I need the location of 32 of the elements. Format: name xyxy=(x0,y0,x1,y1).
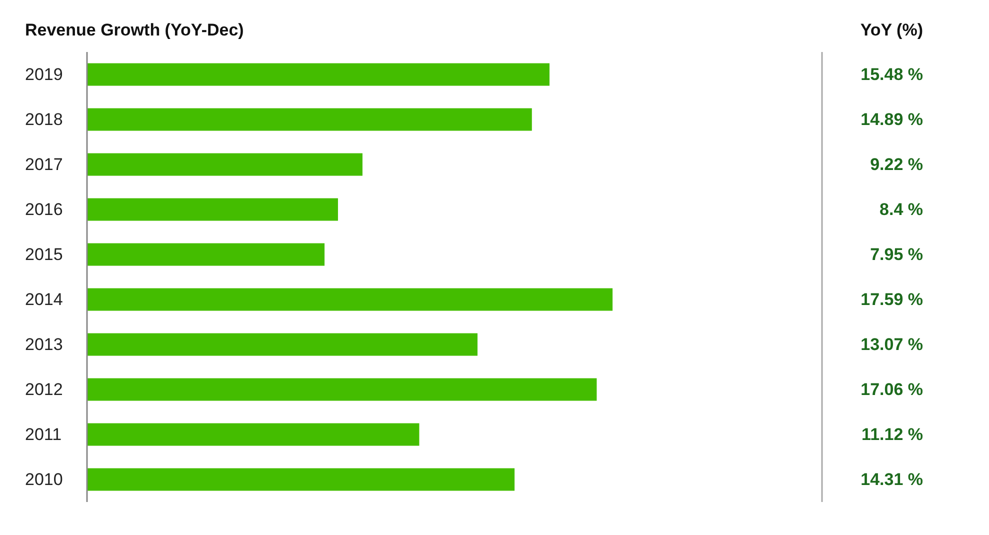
data-label: 13.07 % xyxy=(860,335,923,354)
bar xyxy=(87,333,478,356)
bar xyxy=(87,423,420,446)
y-tick-label: 2015 xyxy=(25,245,63,264)
data-label: 11.12 % xyxy=(862,425,923,444)
data-label: 17.06 % xyxy=(860,380,923,399)
bar xyxy=(87,378,597,401)
y-tick-label: 2012 xyxy=(25,380,63,399)
y-tick-label: 2013 xyxy=(25,335,63,354)
y-tick-label: 2010 xyxy=(25,470,63,489)
bar xyxy=(87,198,338,221)
data-label: 14.31 % xyxy=(860,470,923,489)
y-tick-label: 2016 xyxy=(25,200,63,219)
y-tick-label: 2011 xyxy=(25,425,62,444)
data-label: 8.4 % xyxy=(880,200,923,219)
data-label: 14.89 % xyxy=(860,110,923,129)
data-label: 7.95 % xyxy=(870,245,923,264)
bar xyxy=(87,153,362,176)
data-label: 9.22 % xyxy=(870,155,923,174)
chart-title: Revenue Growth (YoY-Dec) xyxy=(25,20,244,40)
y-tick-label: 2017 xyxy=(25,155,63,174)
bar xyxy=(87,288,613,311)
bar xyxy=(87,63,550,86)
data-label: 15.48 % xyxy=(860,65,923,84)
text: YoY (%) xyxy=(860,20,923,40)
y-tick-label: 2018 xyxy=(25,110,63,129)
bar xyxy=(87,468,515,491)
data-label: 17.59 % xyxy=(860,290,923,309)
y-tick-label: 2014 xyxy=(25,290,63,309)
bar xyxy=(87,243,325,266)
bar xyxy=(87,108,532,131)
y-tick-label: 2019 xyxy=(25,65,63,84)
